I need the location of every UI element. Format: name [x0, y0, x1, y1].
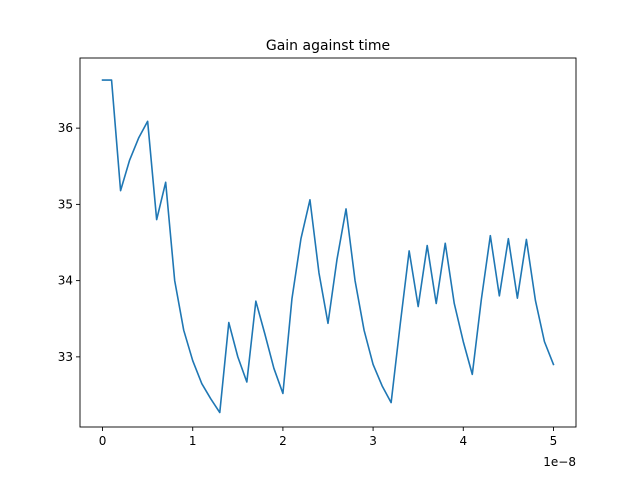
x-tick-label: 4 [459, 434, 467, 448]
series-line-0 [101, 79, 555, 414]
x-tick-label: 0 [99, 434, 107, 448]
y-tick-label: 36 [58, 121, 73, 135]
axes-frame [79, 57, 577, 428]
x-tick-label: 2 [279, 434, 287, 448]
x-tick-label: 1 [189, 434, 197, 448]
x-tick-label: 3 [369, 434, 377, 448]
chart-title: Gain against time [266, 38, 390, 54]
plot-area [101, 79, 555, 414]
y-tick-label: 34 [58, 274, 73, 288]
y-tick-label: 35 [58, 197, 73, 211]
x-tick-label: 5 [550, 434, 558, 448]
y-tick-label: 33 [58, 350, 73, 364]
x-axis-offset-label: 1e−8 [543, 455, 576, 469]
